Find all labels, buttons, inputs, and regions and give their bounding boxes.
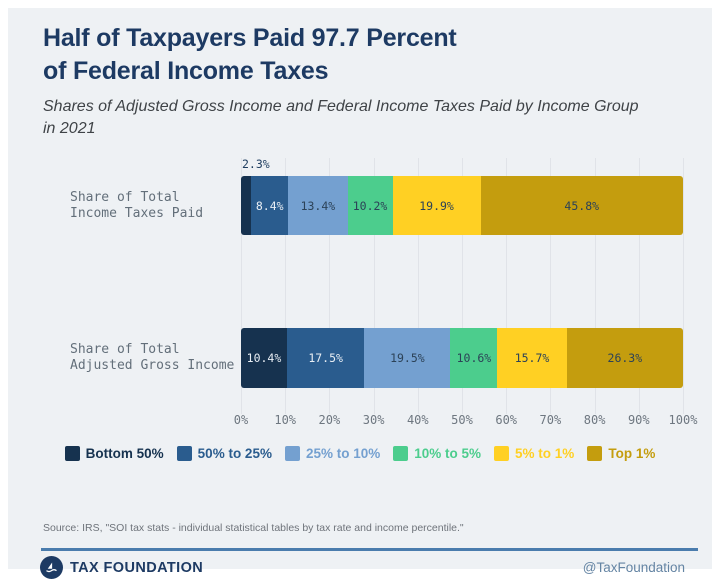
gridline	[329, 158, 331, 414]
x-axis-tick-label: 100%	[668, 413, 698, 427]
chart-subtitle: Shares of Adjusted Gross Income and Fede…	[43, 96, 639, 140]
row-label-income-taxes-paid: Share of Total Income Taxes Paid	[70, 190, 204, 221]
row-label-adjusted-gross-income: Share of Total Adjusted Gross Income	[70, 342, 235, 373]
bar-segment: 13.4%	[288, 176, 348, 235]
x-axis-tick-label: 90%	[627, 413, 650, 427]
chart-title: Half of Taxpayers Paid 97.7 Percent of F…	[43, 22, 457, 88]
divider-rule	[41, 548, 698, 551]
x-axis-tick-label: 20%	[318, 413, 341, 427]
segment-value-label: 26.3%	[607, 351, 643, 365]
segment-value-label: 19.9%	[419, 198, 454, 213]
gridline	[417, 158, 419, 414]
tax-foundation-logo-icon	[40, 556, 63, 579]
segment-value-label: 10.4%	[246, 351, 282, 365]
legend-label: 10% to 5%	[414, 446, 482, 461]
twitter-handle: @TaxFoundation	[582, 560, 685, 575]
gridline	[462, 158, 463, 414]
x-axis-tick-label: 30%	[362, 413, 385, 427]
x-axis-tick-label: 70%	[539, 413, 562, 427]
legend-swatch-icon	[64, 446, 80, 461]
legend-item: 5% to 1%	[494, 446, 574, 461]
legend: Bottom 50% 50% to 25% 25% to 10% 10% to 5% 5…	[8, 446, 712, 461]
legend-item: 10% to 5%	[393, 446, 481, 461]
bar-segment: 10.6%	[450, 328, 498, 388]
sail-emblem-icon	[46, 562, 57, 573]
chart-title-line1: Half of Taxpayers Paid 97.7 Percent	[43, 24, 457, 52]
segment-value-label: 13.4%	[300, 198, 336, 213]
legend-swatch-icon	[176, 446, 192, 461]
plot-area: 2.3% 8.4% 13.4% 10.2% 19.9% 45.8% 10.4% 17.5%…	[234, 156, 698, 427]
segment-value-label: 19.5%	[390, 351, 425, 365]
bar-segment: 15.7%	[497, 328, 567, 388]
bar-segment	[241, 176, 252, 235]
bar-segment: 19.5%	[364, 328, 451, 388]
legend-label: 50% to 25%	[197, 446, 272, 461]
gridline	[241, 158, 242, 414]
bar-row-income-taxes-paid: 8.4% 13.4% 10.2% 19.9% 45.8%	[241, 176, 683, 235]
x-axis-tick-label: 60%	[495, 413, 518, 427]
bar-segment: 10.4%	[241, 328, 287, 388]
chart-subtitle-line1: Shares of Adjusted Gross Income and Fede…	[43, 98, 639, 115]
bar-segment: 45.8%	[480, 176, 683, 235]
bar-row-adjusted-gross-income: 10.4% 17.5% 19.5% 10.6% 15.7% 26.3%	[241, 328, 683, 388]
bar-segment: 26.3%	[566, 328, 683, 388]
chart-title-line2: of Federal Income Taxes	[43, 57, 329, 85]
bar-segment: 19.9%	[392, 176, 481, 235]
legend-swatch-icon	[587, 446, 603, 461]
bar-segment: 17.5%	[286, 328, 365, 388]
x-axis-tick-label: 50%	[451, 413, 473, 427]
brand-name: TAX FOUNDATION	[70, 560, 204, 576]
legend-swatch-icon	[393, 446, 409, 461]
gridline	[638, 158, 640, 414]
segment-value-label: 45.8%	[564, 198, 600, 213]
segment-value-label: 8.4%	[255, 198, 284, 213]
legend-label: 25% to 10%	[305, 446, 381, 461]
segment-value-label: 17.5%	[308, 351, 343, 365]
x-axis-tick-label: 0%	[233, 413, 249, 427]
segment-value-label: 10.6%	[456, 351, 492, 365]
legend-label: Bottom 50%	[85, 446, 164, 461]
gridline	[506, 158, 508, 414]
gridline	[373, 158, 375, 414]
segment-value-label: 15.7%	[514, 351, 550, 365]
legend-item: Top 1%	[587, 446, 655, 461]
chart-subtitle-line2: in 2021	[43, 120, 96, 137]
gridline	[594, 158, 596, 414]
legend-label: 5% to 1%	[515, 446, 575, 461]
legend-swatch-icon	[284, 446, 300, 461]
gridline	[550, 158, 552, 414]
source-note: Source: IRS, "SOI tax stats - individual…	[43, 522, 464, 534]
gridline	[683, 158, 684, 414]
legend-item: 25% to 10%	[284, 446, 381, 461]
legend-item: 50% to 25%	[176, 446, 272, 461]
segment-value-label: 10.2%	[352, 198, 388, 213]
legend-label: Top 1%	[608, 446, 656, 461]
x-axis-tick-label: 80%	[583, 413, 606, 427]
outside-value-label: 2.3%	[242, 157, 270, 171]
legend-swatch-icon	[494, 446, 510, 461]
page-frame: Half of Taxpayers Paid 97.7 Percent of F…	[8, 8, 712, 579]
legend-item: Bottom 50%	[64, 446, 164, 461]
bar-segment: 8.4%	[251, 176, 289, 235]
x-axis-tick-label: 10%	[274, 413, 297, 427]
x-axis-tick-label: 40%	[406, 413, 429, 427]
gridline	[285, 158, 287, 414]
bar-segment: 10.2%	[347, 176, 393, 235]
